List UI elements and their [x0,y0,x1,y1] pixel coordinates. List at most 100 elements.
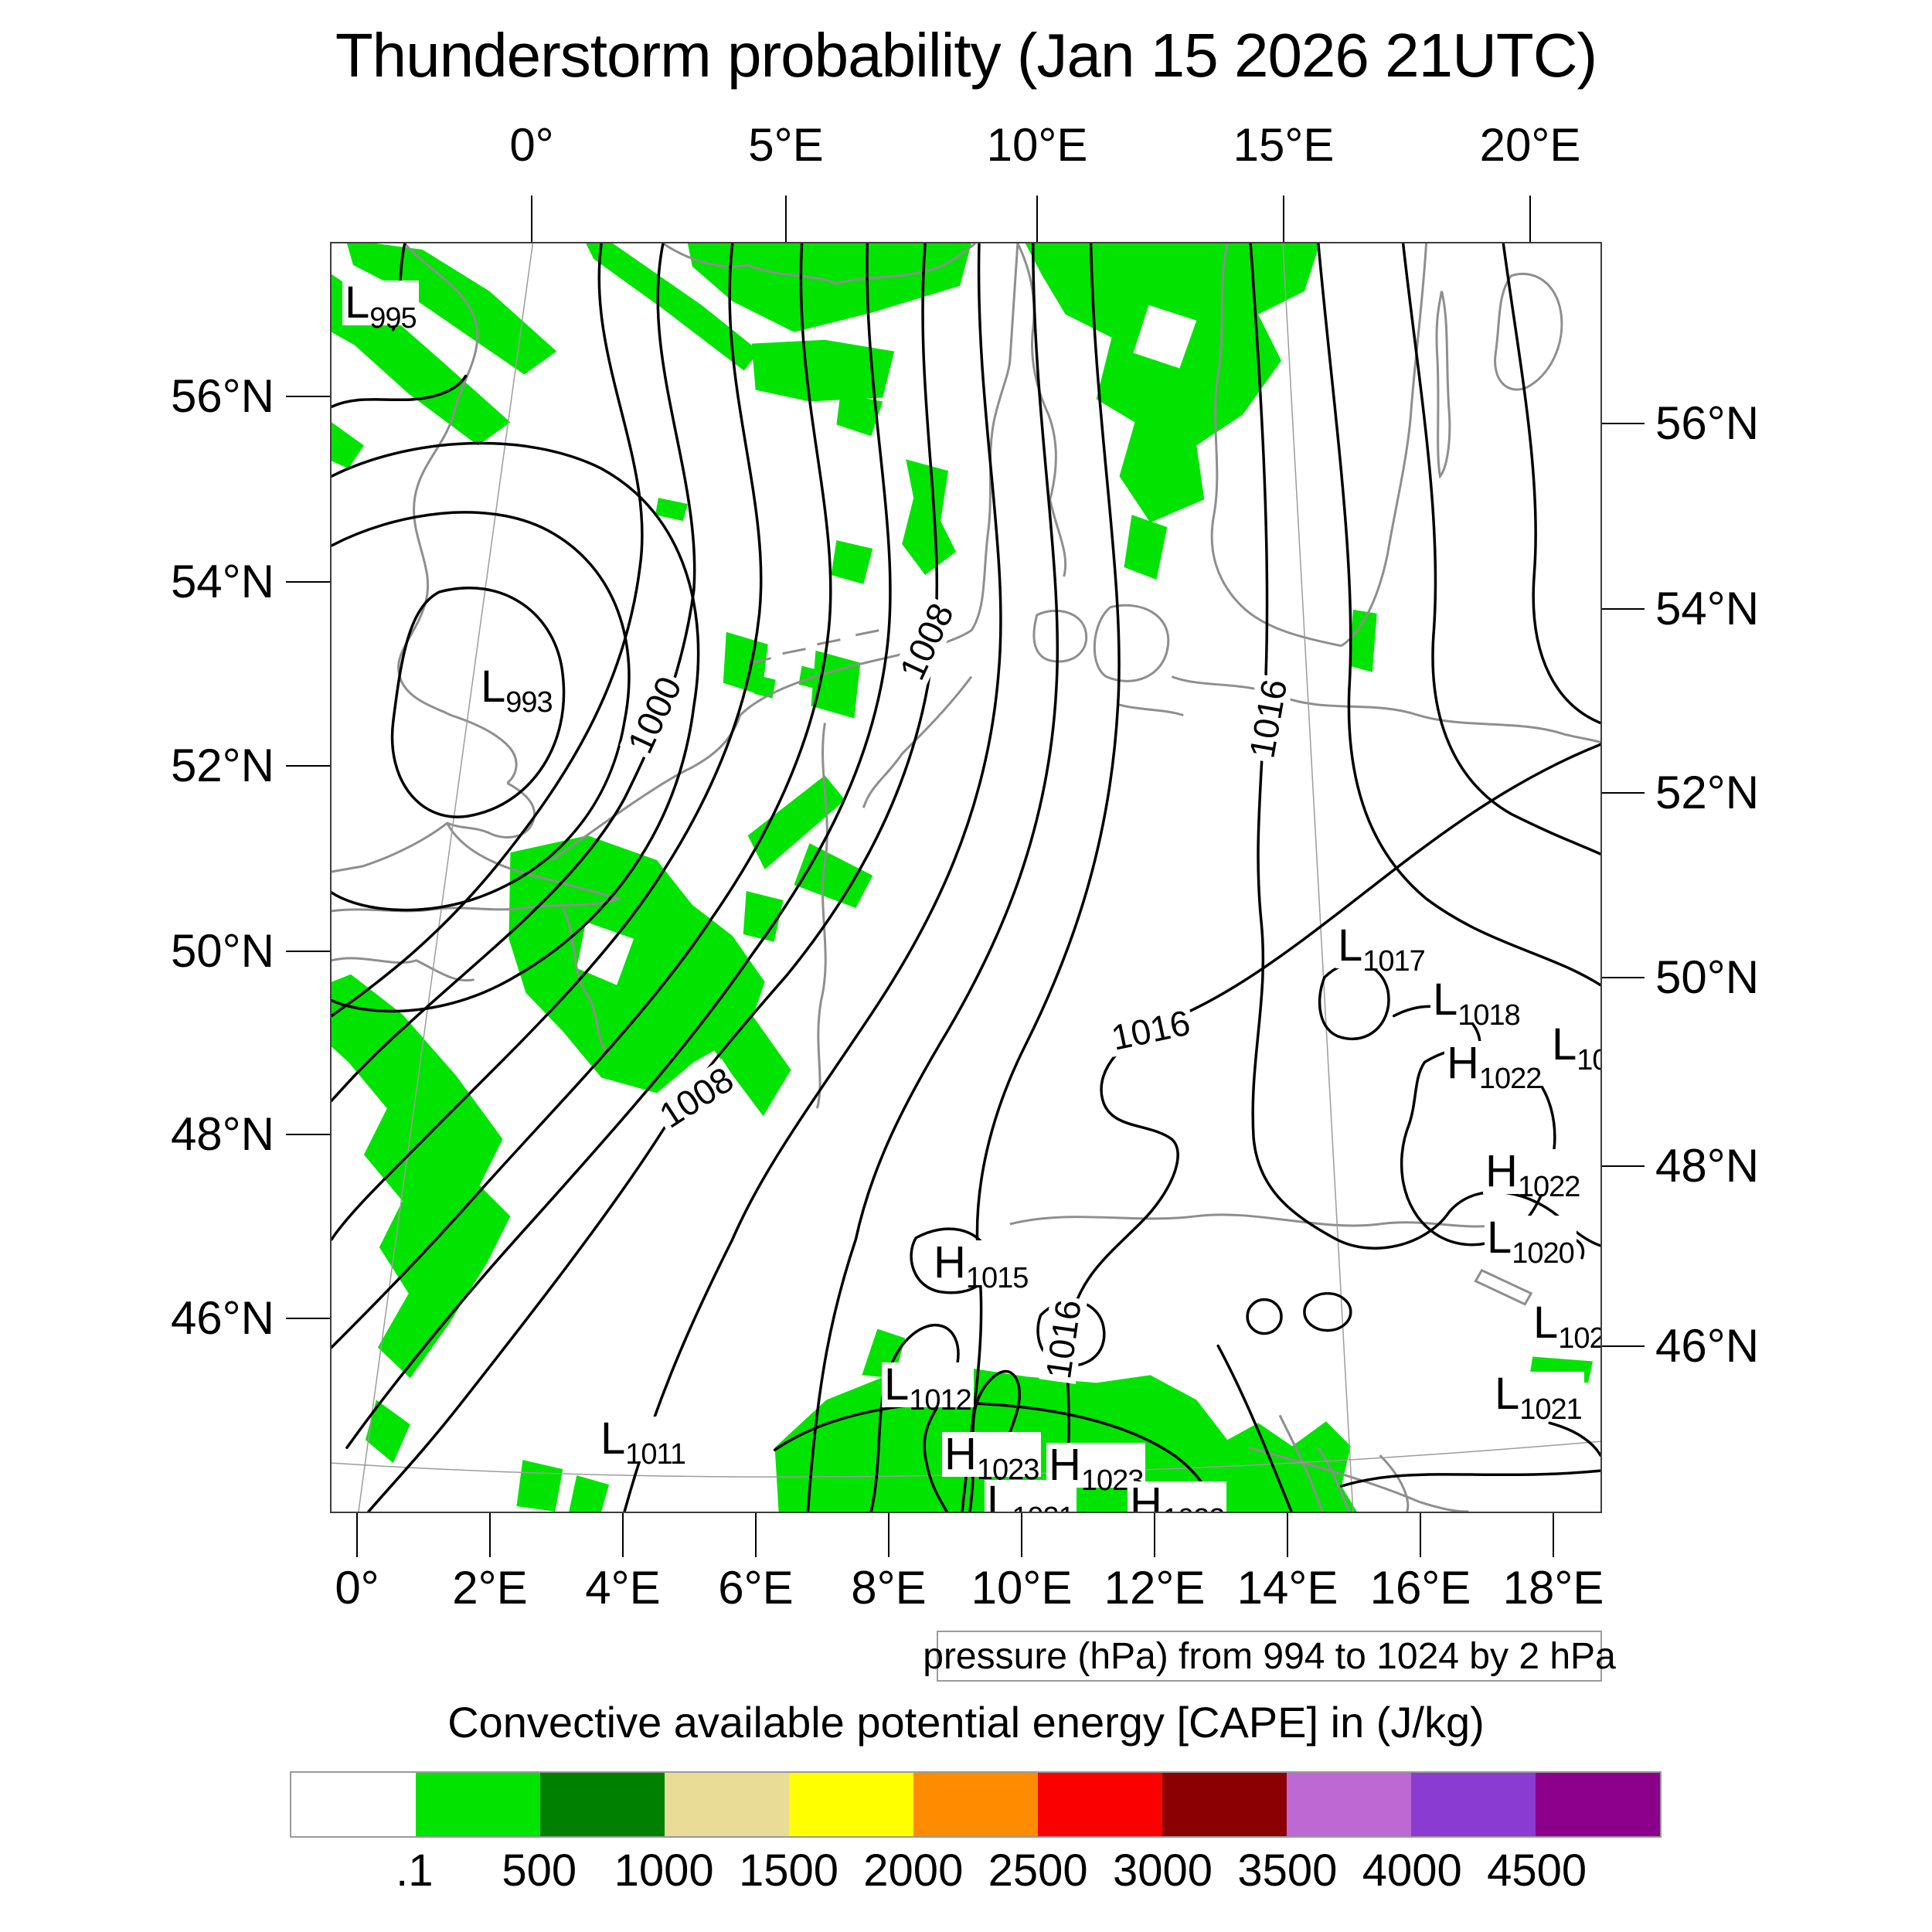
top-axis-tick [1036,196,1038,242]
bottom-axis-tick [1154,1513,1155,1557]
right-axis-label: 52°N [1655,767,1760,818]
pressure-center-value: 993 [505,686,553,719]
right-axis-label: 48°N [1655,1140,1760,1192]
colorbar-tick-label: 1500 [738,1845,838,1896]
right-axis-tick [1602,1165,1645,1167]
pressure-caption-text: pressure (hPa) from 994 to 1024 by 2 hPa [923,1635,1616,1677]
right-axis-label: 56°N [1655,397,1760,449]
pressure-center-l-1021: L1021 [985,1477,1077,1513]
top-axis-tick [531,196,532,242]
pressure-center-letter: L [1533,1298,1559,1348]
left-axis-tick [286,1318,330,1319]
left-axis-tick [286,396,330,397]
bottom-axis-label: 0° [335,1562,379,1614]
colorbar-tick-label: 4000 [1362,1845,1462,1896]
top-axis-tick [1283,196,1284,242]
left-axis-label: 56°N [170,370,274,422]
pressure-center-value: 1015 [965,1262,1029,1294]
colorbar-tick-label: 2000 [863,1845,964,1896]
pressure-center-letter: H [1049,1440,1081,1490]
right-axis-label: 50°N [1655,951,1760,1003]
isobar-label-1008: 1008 [650,1058,743,1137]
bottom-axis-label: 12°E [1104,1562,1206,1614]
bottom-axis-tick [755,1513,757,1557]
bottom-axis-tick [1420,1513,1421,1557]
bottom-axis-label: 2°E [452,1562,528,1614]
bottom-axis-tick [1021,1513,1022,1557]
pressure-center-h-1022: H1022 [1128,1481,1227,1512]
right-axis-label: 54°N [1655,583,1760,634]
pressure-center-value: 1019 [1577,1044,1600,1077]
pressure-center-letter: L [987,1477,1012,1513]
pressure-center-letter: L [345,277,370,328]
pressure-center-value: 1012 [909,1384,972,1417]
isobar-label-1016: 1016 [1038,1294,1089,1384]
colorbar-cell-7 [1162,1773,1287,1836]
right-axis-tick [1602,977,1645,978]
bottom-axis-tick [356,1513,358,1557]
right-axis-tick [1602,608,1645,610]
isobar-label-1000: 1000 [620,668,690,762]
right-axis-tick [1602,423,1645,424]
top-axis-label: 0° [509,119,554,171]
colorbar-cell-2 [540,1773,665,1836]
pressure-center-value: 1020 [1512,1237,1575,1270]
left-axis-label: 46°N [170,1292,274,1344]
colorbar-cell-0 [291,1773,416,1836]
weather-map-svg [332,243,1600,1512]
bottom-axis-label: 4°E [585,1562,661,1614]
pressure-center-letter: L [1495,1369,1520,1419]
pressure-center-l-1012: L1012 [882,1359,974,1415]
pressure-center-letter: H [1485,1146,1518,1196]
pressure-caption-box: pressure (hPa) from 994 to 1024 by 2 hPa [923,1631,1616,1682]
colorbar-tick-label: .1 [396,1845,434,1896]
left-axis-tick [286,1134,330,1135]
colorbar-cell-4 [789,1773,913,1836]
colorbar-cell-6 [1038,1773,1162,1836]
pressure-center-h-1023: H1023 [942,1432,1042,1485]
isobar-label-1016: 1016 [1241,673,1294,764]
left-axis-tick [286,951,330,952]
bottom-axis-label: 8°E [851,1562,927,1614]
bottom-axis-tick [622,1513,624,1557]
pressure-center-value: 1011 [625,1438,686,1471]
pressure-center-letter: L [884,1359,910,1410]
colorbar-cell-1 [416,1773,540,1836]
legend-title: Convective available potential energy [C… [447,1698,1485,1747]
colorbar-tick-label: 3500 [1237,1845,1338,1896]
left-axis-label: 52°N [170,740,274,791]
pressure-center-value: 1022 [1162,1503,1226,1512]
pressure-center-l-995: L995 [342,281,419,333]
top-axis-label: 15°E [1233,119,1335,171]
colorbar-tick-label: 4500 [1487,1845,1587,1896]
map-label-overlay: L995L993L1011H1015L1012H1023H1023L1021H1… [330,242,1602,1513]
pressure-center-l-1011: L1011 [598,1417,688,1469]
pressure-center-letter: H [934,1237,966,1287]
pressure-center-l-993: L993 [478,665,555,717]
colorbar-tick-label: 500 [502,1845,577,1896]
pressure-center-letter: L [1433,975,1458,1025]
coastlines [332,243,1600,1512]
pressure-center-letter: L [1338,920,1363,971]
colorbar-cell-3 [665,1773,789,1836]
pressure-center-value: 1020 [1558,1322,1600,1355]
pressure-center-letter: L [600,1413,626,1464]
right-axis-tick [1602,1345,1645,1347]
top-axis-tick [785,196,787,242]
colorbar-tick-label: 2500 [988,1845,1088,1896]
pressure-center-l-1018: L1018 [1430,975,1522,1030]
pressure-center-letter: H [1447,1038,1479,1088]
colorbar-cell-10 [1536,1773,1660,1836]
pressure-center-value: 995 [369,302,417,335]
left-axis-tick [286,765,330,767]
bottom-axis-tick [1553,1513,1554,1557]
top-axis-label: 10°E [986,119,1088,171]
pressure-center-l-1017: L1017 [1335,920,1427,976]
bottom-axis-tick [1287,1513,1288,1557]
left-axis-label: 48°N [170,1108,274,1160]
pressure-center-value: 1023 [976,1454,1040,1486]
colorbar-cell-5 [913,1773,1038,1836]
right-axis-label: 46°N [1655,1320,1760,1372]
right-axis-tick [1602,792,1645,794]
